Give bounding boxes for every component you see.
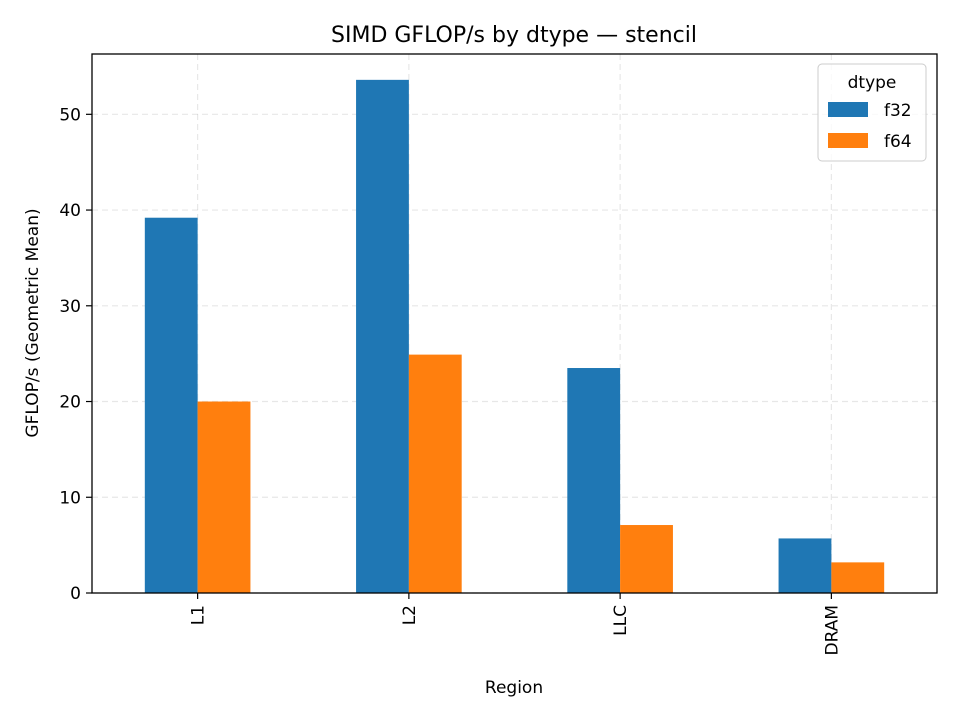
plot-frame <box>91 53 938 594</box>
y-tick-label: 10 <box>59 488 81 508</box>
bar-f64-dram <box>831 562 885 593</box>
y-tick-label: 0 <box>70 584 81 604</box>
bar-f32-l1 <box>144 217 198 593</box>
bar-f32-l2 <box>356 79 409 594</box>
bar-f64-l1 <box>197 401 251 593</box>
y-axis-label: GFLOP/s (Geometric Mean) <box>23 208 43 437</box>
legend-label-f32: f32 <box>884 101 912 121</box>
y-tick-label: 30 <box>59 297 81 317</box>
x-tick-label: LLC <box>611 605 631 636</box>
legend-swatch-f64 <box>828 133 868 148</box>
legend-swatch-f32 <box>828 102 868 117</box>
y-tick-label: 40 <box>59 201 81 221</box>
x-tick-label: L1 <box>189 605 209 625</box>
y-tick-label: 20 <box>59 393 81 413</box>
x-tick-label: L2 <box>400 605 420 625</box>
bar-f64-l2 <box>408 354 462 593</box>
bar-f32-dram <box>778 538 832 593</box>
y-tick-label: 50 <box>59 105 81 125</box>
legend-title: dtype <box>848 73 897 93</box>
y-axis: 0 10 20 30 40 50 <box>59 105 92 604</box>
x-tick-label: DRAM <box>822 605 842 656</box>
x-axis: L1 L2 LLC DRAM <box>189 593 842 656</box>
bars <box>144 79 885 594</box>
bar-f32-llc <box>567 368 621 593</box>
legend: dtype f32 f64 <box>817 63 927 162</box>
x-axis-label: Region <box>485 678 543 698</box>
bar-f64-llc <box>620 525 673 593</box>
legend-label-f64: f64 <box>884 132 912 152</box>
chart-title: SIMD GFLOP/s by dtype — stencil <box>331 23 697 48</box>
